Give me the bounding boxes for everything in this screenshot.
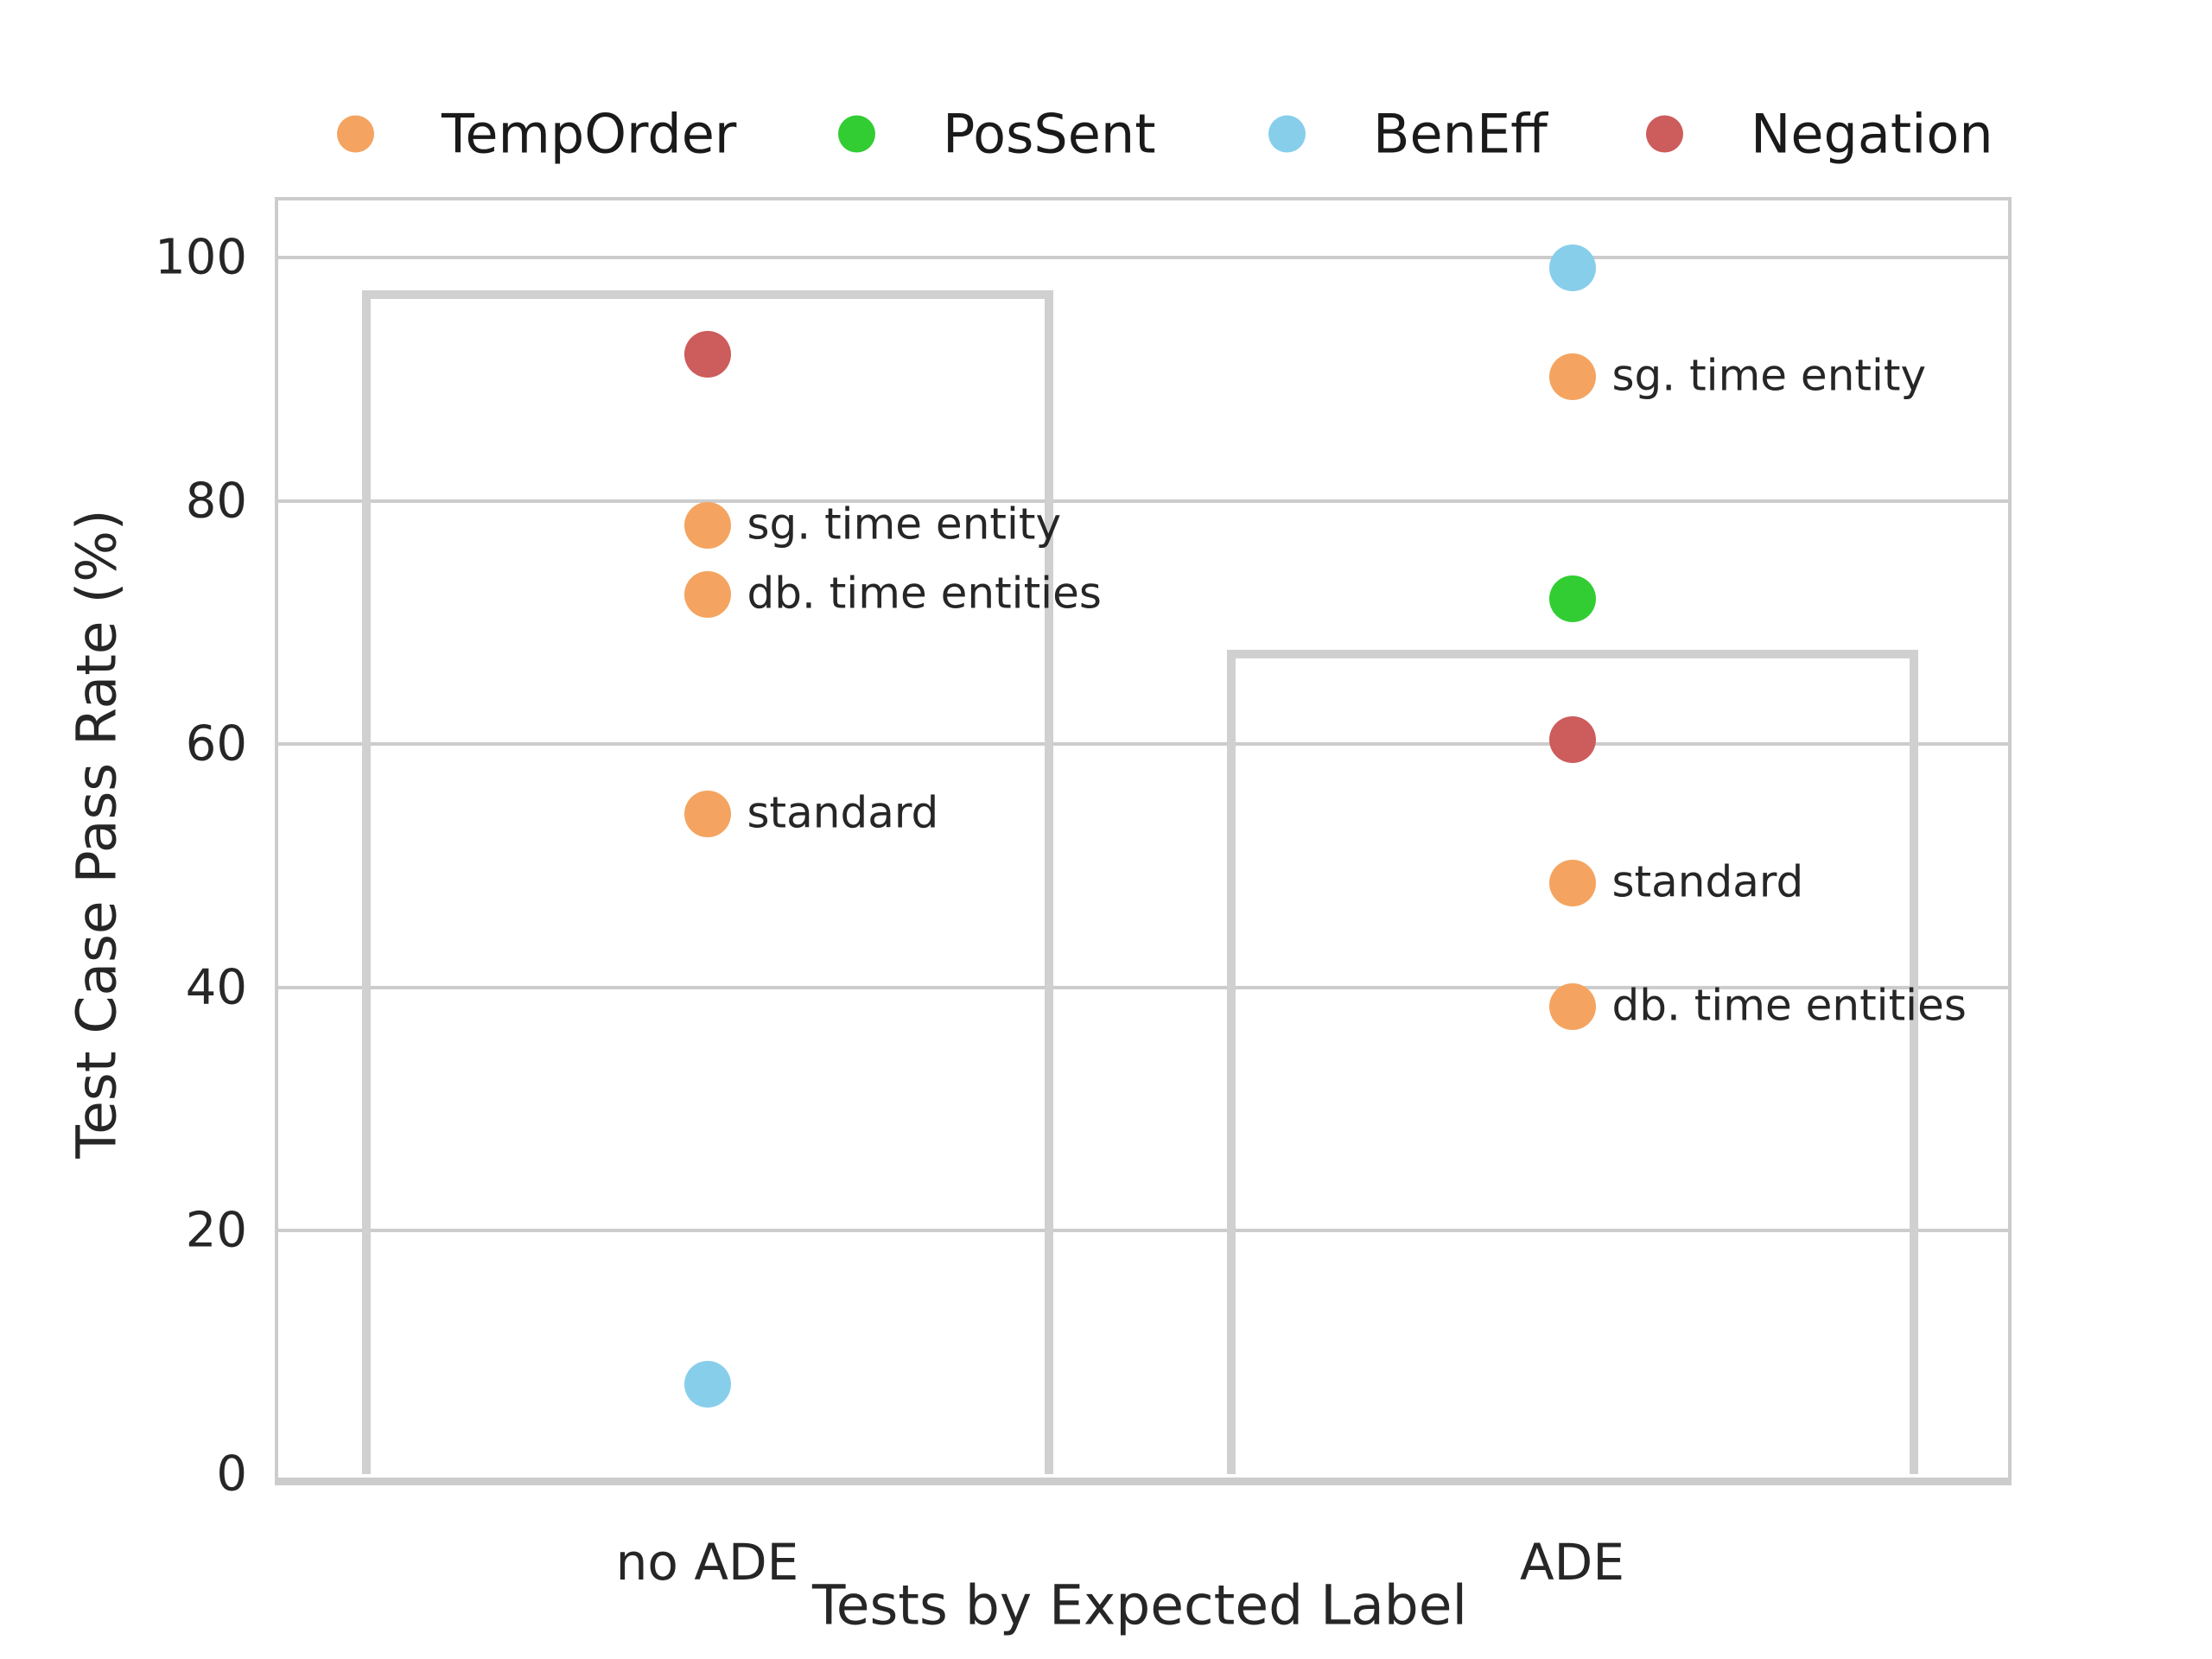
point-negation <box>683 330 731 378</box>
point-temporder <box>1548 353 1596 401</box>
legend-item-beneff: BenEff <box>1268 103 1548 166</box>
point-label: sg. time entity <box>1611 350 1927 401</box>
point-temporder <box>1548 859 1596 906</box>
legend-item-label: Negation <box>1751 102 1993 166</box>
x-tick-label-no-ADE: no ADE <box>615 1533 799 1592</box>
y-tick-label: 100 <box>155 229 247 286</box>
point-label: sg. time entity <box>747 499 1062 550</box>
x-tick-label-ADE: ADE <box>1520 1533 1624 1592</box>
point-temporder <box>683 790 731 837</box>
point-temporder <box>683 502 731 550</box>
y-tick-label: 0 <box>216 1446 247 1503</box>
possent-marker-icon <box>838 115 875 153</box>
legend-item-label: TempOrder <box>442 102 737 166</box>
gridline-y-80 <box>275 499 2008 503</box>
legend-item-temporder: TempOrder <box>337 103 736 166</box>
point-possent <box>1548 575 1596 622</box>
plot-area <box>275 197 2012 1485</box>
y-tick-label: 40 <box>185 959 247 1016</box>
point-beneff <box>683 1360 731 1408</box>
legend-item-label: PosSent <box>943 102 1156 166</box>
y-tick-label: 20 <box>185 1202 247 1259</box>
legend-item-possent: PosSent <box>838 103 1156 166</box>
y-tick-label: 80 <box>185 473 247 530</box>
point-negation <box>1548 715 1596 763</box>
bar-no-ADE <box>361 290 1053 1474</box>
legend-item-negation: Negation <box>1646 103 1993 166</box>
point-label: standard <box>747 787 939 838</box>
y-tick-label: 60 <box>185 715 247 772</box>
gridline-y-20 <box>275 1229 2008 1233</box>
point-temporder <box>1548 983 1596 1031</box>
gridline-y-60 <box>275 742 2008 747</box>
gridline-y-100 <box>275 256 2008 260</box>
temporder-marker-icon <box>337 115 374 153</box>
legend-item-label: BenEff <box>1373 102 1548 166</box>
beneff-marker-icon <box>1268 115 1306 153</box>
point-beneff <box>1548 244 1596 291</box>
point-temporder <box>683 571 731 619</box>
chart-legend: TempOrder PosSent BenEff Negation <box>0 0 2212 199</box>
point-label: db. time entities <box>747 568 1102 619</box>
negation-marker-icon <box>1646 115 1683 153</box>
y-axis-label: Test Case Pass Rate (%) <box>65 509 129 1159</box>
point-label: standard <box>1611 856 1804 907</box>
bar-ADE <box>1226 649 1918 1474</box>
point-label: db. time entities <box>1611 980 1967 1031</box>
gridline-y-40 <box>275 985 2008 989</box>
x-axis-label: Tests by Expected Label <box>811 1573 1468 1637</box>
